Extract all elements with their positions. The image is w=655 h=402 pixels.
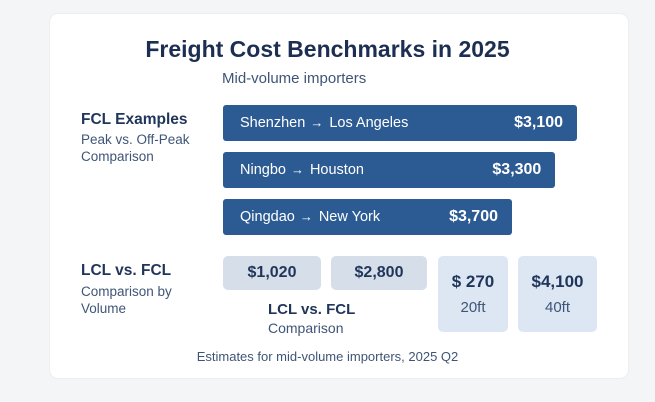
route-origin: Shenzhen [240,115,306,131]
route-origin: Qingdao [240,209,295,225]
lcl-subheading: Comparison by Volume [81,284,172,316]
lcl-chip: $1,020 [223,256,321,290]
arrow-right-icon: → [290,162,304,177]
bar-value-label: $3,100 [514,114,563,131]
tile-label: 20ft [460,299,486,316]
tile-value: $ 270 [451,272,495,291]
bar-value-label: $3,700 [449,208,498,225]
bar-route-label: Shenzhen → Los Angeles [240,115,408,131]
fcl-bar: Qingdao → New York $3,700 [223,199,512,235]
chart-subtitle: Mid-volume importers [222,70,367,87]
chips-caption-sub: Comparison [268,320,344,336]
bar-route-label: Ningbo → Houston [240,162,364,178]
fcl-heading: FCL Examples [81,111,188,128]
fcl-bar: Ningbo → Houston $3,300 [223,152,556,188]
arrow-right-icon: → [299,209,313,224]
lcl-heading: LCL vs. FCL [81,262,172,279]
tile-label: 40ft [544,299,571,316]
footnote: Estimates for mid-volume importers, 2025… [196,349,459,364]
container-tile-20ft: $ 270 20ft [438,256,508,332]
fcl-subheading: Peak vs. Off-Peak Comparison [81,132,190,164]
arrow-right-icon: → [310,115,324,130]
tile-value: $4,100 [531,272,584,291]
route-destination: New York [318,209,381,225]
fcl-bar: Shenzhen → Los Angeles $3,100 [223,105,577,141]
chart-title: Freight Cost Benchmarks in 2025 [145,36,510,62]
chips-caption: LCL vs. FCL [268,301,356,318]
route-destination: Houston [309,162,364,178]
route-origin: Ningbo [240,162,286,178]
route-destination: Los Angeles [329,115,409,131]
fcl-chip: $2,800 [331,256,427,290]
bar-value-label: $3,300 [492,161,542,178]
container-tile-40ft: $4,100 40ft [518,256,597,332]
bar-route-label: Qingdao → New York [240,209,380,225]
